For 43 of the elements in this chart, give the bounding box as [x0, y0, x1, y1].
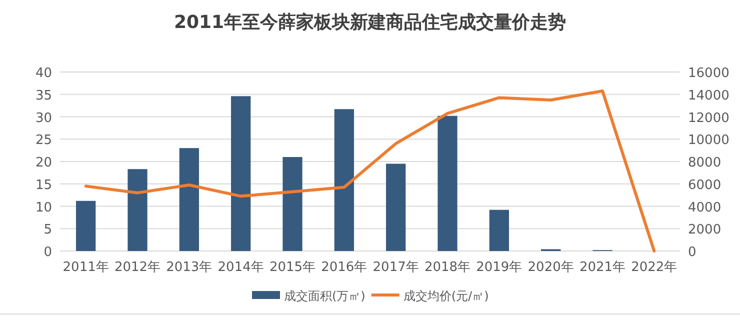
x-tick-label: 2022年 [631, 260, 678, 275]
y2-tick-label: 2000 [688, 222, 722, 238]
bar [179, 148, 199, 251]
x-tick-label: 2019年 [476, 260, 522, 275]
bar [282, 157, 302, 251]
bar [231, 96, 251, 251]
y-tick-label: 15 [35, 178, 52, 193]
x-tick-label: 2016年 [321, 260, 368, 275]
y-tick-label: 10 [35, 200, 52, 216]
chart-title: 2011年至今薛家板块新建商品住宅成交量价走势 [174, 12, 566, 33]
y2-tick-label: 4000 [688, 200, 722, 216]
y-tick-label: 5 [44, 222, 52, 238]
x-tick-label: 2011年 [62, 260, 109, 275]
y-tick-label: 35 [35, 88, 52, 104]
x-tick-label: 2014年 [218, 260, 264, 275]
line-series [84, 90, 656, 252]
x-tick-label: 2012年 [114, 260, 161, 275]
y-tick-label: 20 [35, 156, 52, 170]
legend-label: 成交面积(万㎡) [284, 289, 366, 303]
y2-tick-label: 0 [688, 245, 696, 260]
bar [76, 200, 96, 251]
bar [438, 116, 458, 251]
y2-tick-label: 16000 [688, 66, 730, 81]
bar [334, 109, 354, 251]
x-tick-label: 2021年 [579, 260, 626, 275]
y-tick-label: 40 [35, 66, 52, 81]
y-tick-label: 0 [44, 245, 52, 260]
bar [386, 164, 406, 251]
bar [489, 210, 509, 251]
legend-label: 成交均价(元/㎡) [403, 289, 489, 303]
y-tick-label: 25 [35, 133, 52, 148]
x-tick-label: 2017年 [372, 260, 419, 275]
y2-tick-label: 10000 [688, 133, 730, 148]
y-tick-label: 30 [35, 110, 52, 126]
x-tick-label: 2018年 [424, 260, 471, 275]
x-tick-label: 2020年 [528, 260, 574, 275]
bar [128, 169, 148, 251]
x-tick-label: 2015年 [269, 260, 316, 275]
y2-tick-label: 14000 [688, 88, 730, 104]
y2-tick-label: 12000 [688, 110, 730, 126]
y2-tick-label: 8000 [688, 156, 722, 170]
x-tick-label: 2013年 [166, 260, 212, 275]
y2-tick-label: 6000 [688, 178, 722, 193]
